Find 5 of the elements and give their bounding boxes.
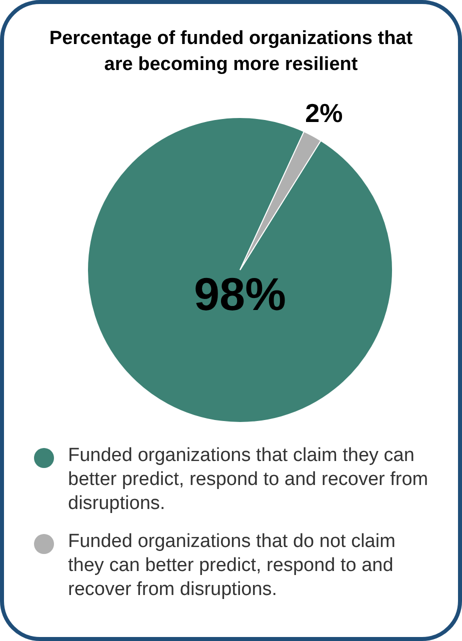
legend-label: Funded organizations that do not claim they can better predict, respond to and recover from disruptions.: [68, 530, 396, 602]
chart-title: Percentage of funded organizations that are becoming more resilient: [48, 27, 414, 77]
legend-label: Funded organizations that claim they can better predict, respond to and recover from disruptions.: [68, 444, 430, 516]
data-label: 2%: [305, 98, 343, 128]
data-label: 98%: [194, 268, 286, 320]
